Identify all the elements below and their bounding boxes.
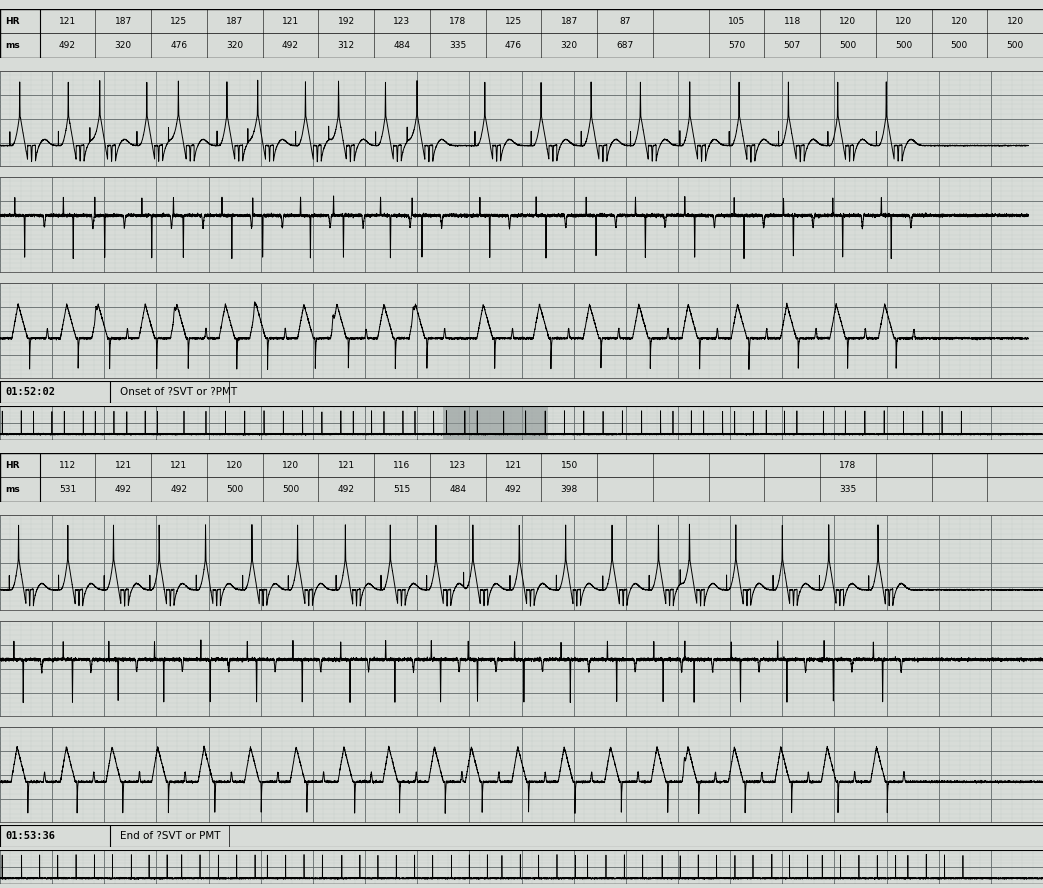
Text: 116: 116 [393,461,411,470]
Text: 507: 507 [783,41,801,50]
Text: 500: 500 [282,485,299,494]
Text: 120: 120 [1006,17,1023,26]
Text: 492: 492 [59,41,76,50]
Text: 492: 492 [170,485,188,494]
Text: 492: 492 [505,485,522,494]
Text: 178: 178 [450,17,466,26]
Text: 87: 87 [620,17,631,26]
Text: 120: 120 [226,461,243,470]
Text: 121: 121 [282,17,299,26]
Text: 01:52:02: 01:52:02 [5,387,55,397]
Text: 120: 120 [951,17,968,26]
Text: 320: 320 [226,41,243,50]
Text: ms: ms [5,41,20,50]
Text: 515: 515 [393,485,411,494]
Text: 187: 187 [560,17,578,26]
Text: 123: 123 [393,17,411,26]
Text: 320: 320 [561,41,578,50]
Text: 500: 500 [226,485,243,494]
Text: 187: 187 [226,17,243,26]
Text: 123: 123 [450,461,466,470]
Text: 121: 121 [170,461,188,470]
Text: 121: 121 [338,461,355,470]
Text: 121: 121 [59,17,76,26]
Text: 500: 500 [1006,41,1024,50]
Text: 01:53:36: 01:53:36 [5,831,55,841]
Text: 492: 492 [338,485,355,494]
Text: 492: 492 [282,41,299,50]
Text: 118: 118 [783,17,801,26]
Text: 500: 500 [895,41,913,50]
Text: 121: 121 [115,461,131,470]
Text: 112: 112 [59,461,76,470]
Text: ms: ms [5,485,20,494]
Text: 312: 312 [338,41,355,50]
Text: 178: 178 [840,461,856,470]
Text: 500: 500 [840,41,856,50]
Text: 570: 570 [728,41,745,50]
Text: HR: HR [5,461,20,470]
Text: 120: 120 [282,461,299,470]
Text: 150: 150 [560,461,578,470]
Text: 192: 192 [338,17,355,26]
Text: End of ?SVT or PMT: End of ?SVT or PMT [120,831,220,841]
Text: 687: 687 [616,41,633,50]
Text: 187: 187 [115,17,131,26]
Text: 335: 335 [450,41,466,50]
Text: 121: 121 [505,461,522,470]
Text: 492: 492 [115,485,131,494]
Text: 335: 335 [840,485,856,494]
Text: 484: 484 [393,41,411,50]
Text: 125: 125 [170,17,188,26]
Text: Onset of ?SVT or ?PMT: Onset of ?SVT or ?PMT [120,387,237,397]
Text: 484: 484 [450,485,466,494]
Text: 531: 531 [58,485,76,494]
Text: 476: 476 [170,41,188,50]
Text: 120: 120 [840,17,856,26]
Text: 120: 120 [895,17,913,26]
Text: 500: 500 [951,41,968,50]
Text: 398: 398 [560,485,578,494]
Text: 476: 476 [505,41,522,50]
Text: HR: HR [5,17,20,26]
Text: 320: 320 [115,41,131,50]
Bar [443,407,548,439]
Text: 125: 125 [505,17,522,26]
Text: 105: 105 [728,17,745,26]
